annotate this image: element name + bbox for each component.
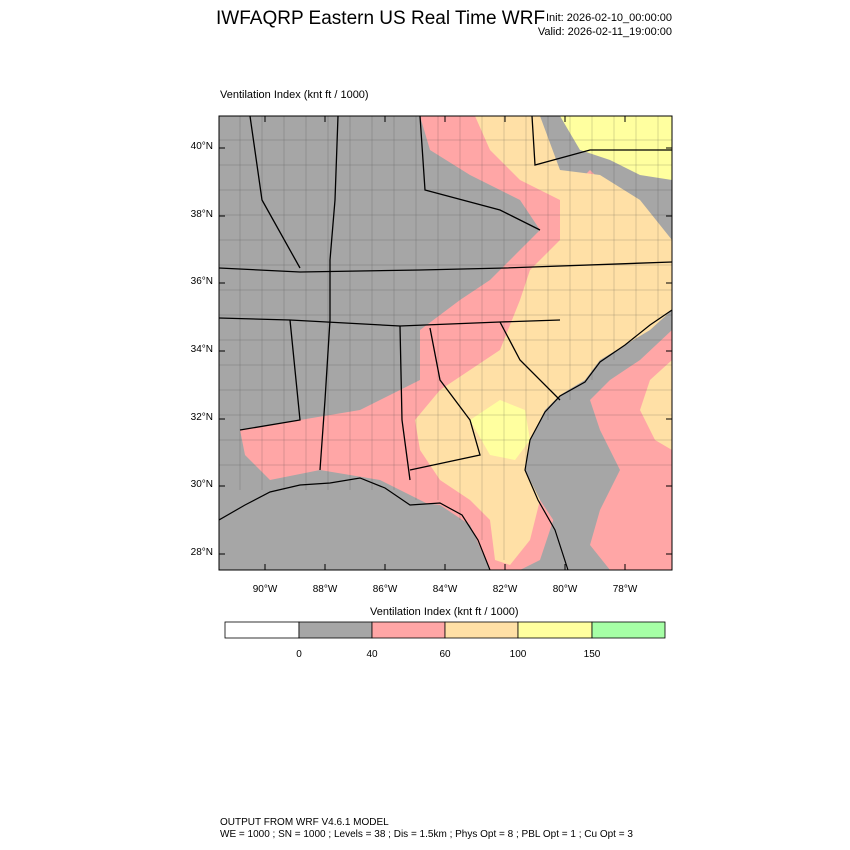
county-lines <box>219 116 672 560</box>
lon-label-86: 86°W <box>372 584 398 595</box>
map-field <box>219 116 672 570</box>
colorbar-box-3 <box>444 621 519 639</box>
field-yellow-north <box>560 116 672 180</box>
axis-ticks <box>219 116 672 570</box>
colorbar-box-1 <box>298 621 373 639</box>
valid-time: Valid: 2026-02-11_19:00:00 <box>537 26 672 38</box>
colorbar-tick-40: 40 <box>366 649 378 660</box>
lon-label-84: 84°W <box>432 584 458 595</box>
colorbar-tick-60: 60 <box>439 649 451 660</box>
colorbar-box-0 <box>224 621 300 639</box>
lon-label-82: 82°W <box>492 584 518 595</box>
lat-label-38: 38°N <box>190 209 213 220</box>
plot-title: IWFAQRP Eastern US Real Time WRF <box>216 8 546 29</box>
lat-label-30: 30°N <box>190 479 213 490</box>
field-label: Ventilation Index (knt ft / 1000) <box>220 89 369 101</box>
colorbar-title: Ventilation Index (knt ft / 1000) <box>370 606 519 618</box>
lon-label-88: 88°W <box>312 584 338 595</box>
coastline <box>219 309 672 570</box>
colorbar-tick-0: 0 <box>296 649 302 660</box>
ocean-gulf <box>219 480 490 570</box>
lon-label-80: 80°W <box>552 584 578 595</box>
ocean-offshore-peach <box>640 360 672 450</box>
colorbar <box>224 621 666 639</box>
colorbar-box-5 <box>591 621 666 639</box>
colorbar-tick-100: 100 <box>509 649 527 660</box>
lon-label-90: 90°W <box>252 584 278 595</box>
footer-model-line: OUTPUT FROM WRF V4.6.1 MODEL <box>220 817 389 828</box>
lat-label-28: 28°N <box>190 547 213 558</box>
colorbar-box-2 <box>371 621 446 639</box>
lat-label-40: 40°N <box>190 141 213 152</box>
footer-config-line: WE = 1000 ; SN = 1000 ; Levels = 38 ; Di… <box>220 829 633 840</box>
lon-label-78: 78°W <box>612 584 638 595</box>
colorbar-box-4 <box>517 621 593 639</box>
colorbar-tick-150: 150 <box>583 649 601 660</box>
state-boundaries <box>219 116 672 481</box>
init-time: Init: 2026-02-10_00:00:00 <box>546 12 672 24</box>
lat-label-32: 32°N <box>190 412 213 423</box>
lat-label-34: 34°N <box>190 344 213 355</box>
lat-label-36: 36°N <box>190 276 213 287</box>
